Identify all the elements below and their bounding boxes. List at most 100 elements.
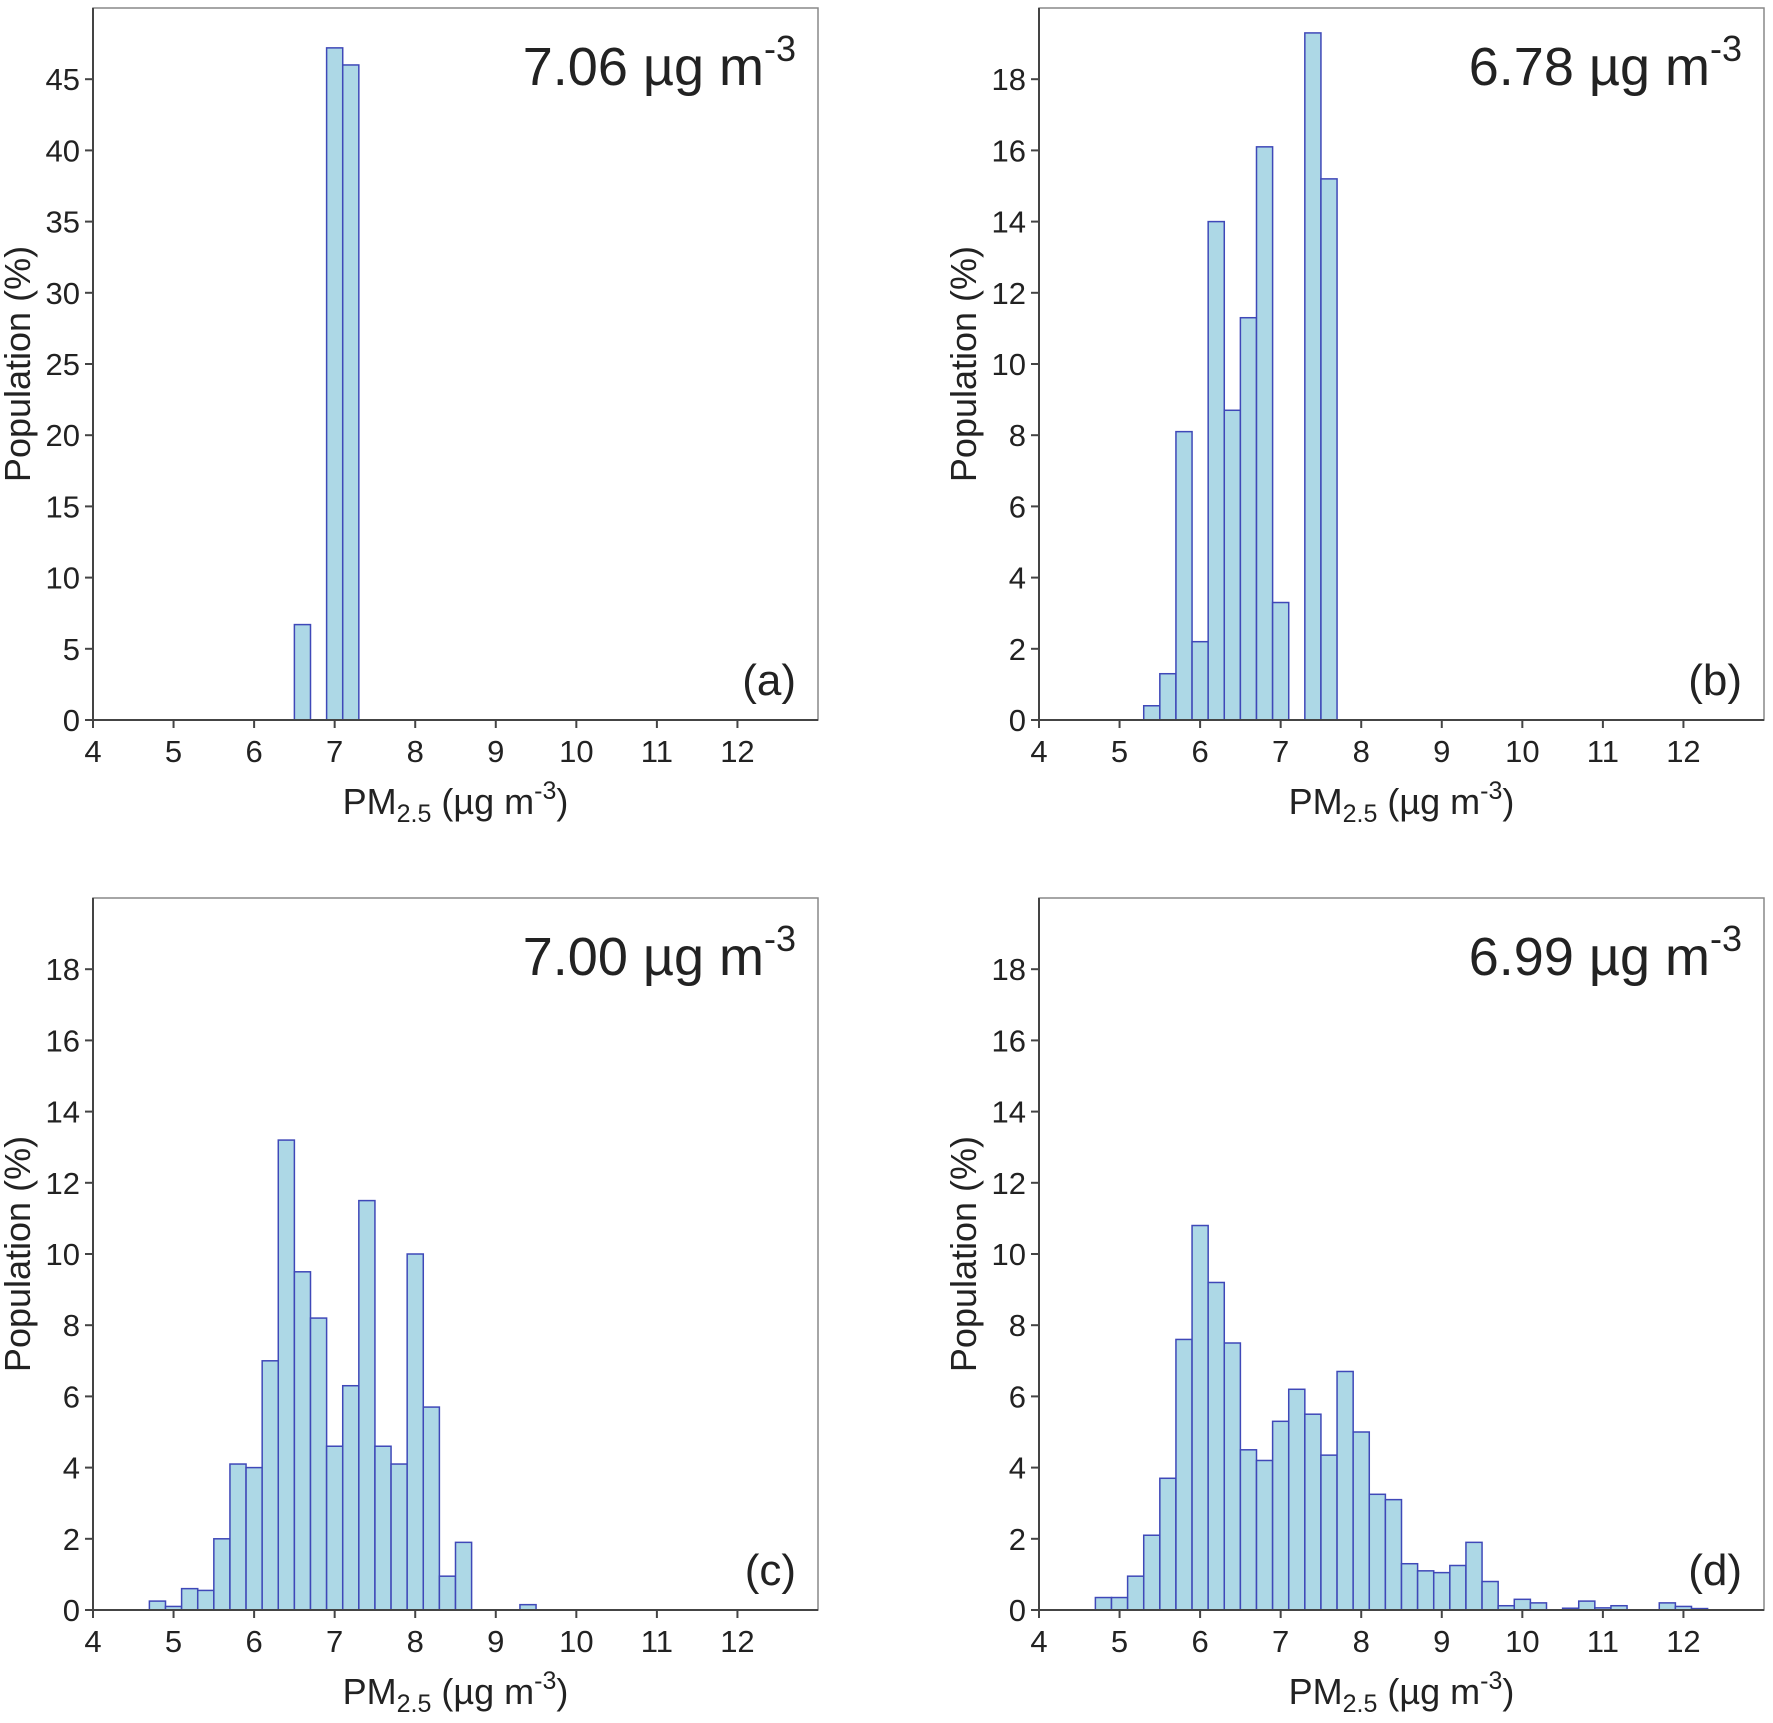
y-tick-label: 4 [1009,561,1026,596]
y-tick-label: 0 [1009,1593,1026,1628]
y-tick-label: 12 [992,276,1026,311]
x-tick-label: 11 [641,734,673,769]
x-tick-label: 4 [1030,1624,1047,1659]
x-tick-label: 7 [1272,734,1289,769]
histogram-bar [196,1589,215,1611]
histogram-bar [1142,705,1161,721]
y-tick-label: 12 [46,1166,80,1201]
histogram-bar [261,1360,280,1611]
y-tick-label: 14 [992,1095,1026,1130]
x-axis-title-subscript: 2.5 [1343,1690,1378,1718]
x-tick-label: 6 [245,1624,262,1659]
x-axis-title-main: PM [1289,781,1343,822]
x-tick-label: 10 [559,734,593,769]
histogram-bar [1094,1596,1113,1611]
histogram-bar [406,1253,425,1611]
histogram-bar [358,1199,376,1611]
y-tick-label: 25 [46,347,80,382]
y-tick-label: 16 [46,1023,80,1058]
histogram-bar [374,1445,392,1611]
x-axis-title-close: ) [1502,1671,1514,1712]
y-tick-label: 18 [992,952,1026,987]
x-tick-label: 7 [1272,1624,1289,1659]
histogram-bar [1223,409,1242,721]
x-tick-label: 6 [1191,1624,1208,1659]
x-axis-title-superscript: -3 [1480,1667,1502,1695]
histogram-bar [293,623,312,721]
mean-annotation-value: 7.00 µg m [523,927,764,987]
histogram-bar [1352,1431,1371,1611]
panel-a: 4 5 6 7 8 9 10 11 12051015202530354045Population… [0,7,819,828]
panel-c: 4 5 6 7 8 9 10 11 12 0 2 4 6 8 10 12 14 16 18 Population (%… [0,897,819,1718]
plot-frame [92,897,819,1611]
y-tick-label: 14 [992,205,1026,240]
y-tick-label: 6 [1009,1379,1026,1414]
histogram-bar [1191,1224,1209,1611]
x-tick-label: 9 [487,1624,504,1659]
histogram-bar [180,1587,199,1611]
y-tick-label: 12 [992,1166,1026,1201]
x-axis-title-main: PM [1289,1671,1343,1712]
x-tick-label: 9 [487,734,504,769]
histogram-bar [1159,1477,1177,1611]
x-tick-label: 5 [165,734,182,769]
x-axis-title: PM2.5 (µg m-3) [343,777,569,828]
histogram-bar [1304,1413,1322,1611]
y-tick-label: 10 [992,347,1026,382]
y-tick-label: 30 [46,276,80,311]
panel-b: 4 5 6 7 8 9 10 11 12 0 2 4 6 8 10 12 14 16 18 Population (%… [943,7,1765,828]
x-axis-title: PM2.5 (µg m-3) [1289,777,1515,828]
histogram-bar [1513,1598,1532,1611]
histogram-bar [1481,1580,1499,1611]
histogram-bar [1159,672,1177,721]
x-axis-title-subscript: 2.5 [397,1690,432,1718]
histogram-bar [1239,1449,1258,1611]
y-tick-label: 16 [992,1023,1026,1058]
histogram-bar [1255,146,1274,721]
histogram-bar [1175,430,1193,721]
histogram-bar [245,1466,263,1611]
x-axis-title-superscript: -3 [534,777,556,805]
histogram-bar [229,1463,247,1611]
x-tick-label: 4 [84,734,101,769]
y-tick-label: 40 [46,133,80,168]
histogram-bar [325,1445,344,1611]
histogram-bar [1416,1570,1435,1611]
y-axis-title: Population (%) [0,1136,38,1372]
histogram-bar [1384,1498,1403,1611]
x-axis-title-main: PM [343,781,397,822]
histogram-bar [1142,1534,1161,1611]
x-tick-label: 6 [245,734,262,769]
mean-annotation: 7.00 µg m-3 [523,918,796,987]
y-tick-label: 45 [46,62,80,97]
x-tick-label: 8 [1353,734,1370,769]
mean-annotation-superscript: -3 [764,28,796,69]
x-axis-title: PM2.5 (µg m-3) [1289,1667,1515,1718]
x-tick-label: 9 [1433,734,1450,769]
y-tick-label: 2 [1009,1522,1026,1557]
y-axis-title: Population (%) [943,1136,984,1372]
panel-label: (d) [1688,1546,1742,1595]
y-tick-label: 18 [992,62,1026,97]
x-tick-label: 8 [407,734,424,769]
histogram-bar [1320,178,1338,721]
panel-label: (c) [745,1546,796,1595]
histogram-bar [1529,1602,1548,1611]
mean-annotation: 6.78 µg m-3 [1469,28,1742,97]
y-tick-label: 10 [992,1237,1026,1272]
mean-annotation-value: 7.06 µg m [523,37,764,97]
histogram-bar [309,1317,328,1611]
x-tick-label: 11 [641,1624,673,1659]
histogram-bar [1207,220,1226,721]
x-axis-title-unit: (µg m [431,1671,534,1712]
histogram-bar [1126,1575,1145,1611]
histogram-bar [293,1271,312,1611]
x-tick-label: 10 [559,1624,593,1659]
histogram-bar [1271,1420,1290,1611]
x-tick-label: 7 [326,734,343,769]
panel-d: 4 5 6 7 8 9 10 11 12 0 2 4 6 8 10 12 14 16 18 Population (%… [943,897,1765,1718]
mean-annotation: 7.06 µg m-3 [523,28,796,97]
histogram-bar [1577,1600,1596,1611]
x-axis-title-subscript: 2.5 [1343,800,1378,828]
x-tick-label: 4 [1030,734,1047,769]
